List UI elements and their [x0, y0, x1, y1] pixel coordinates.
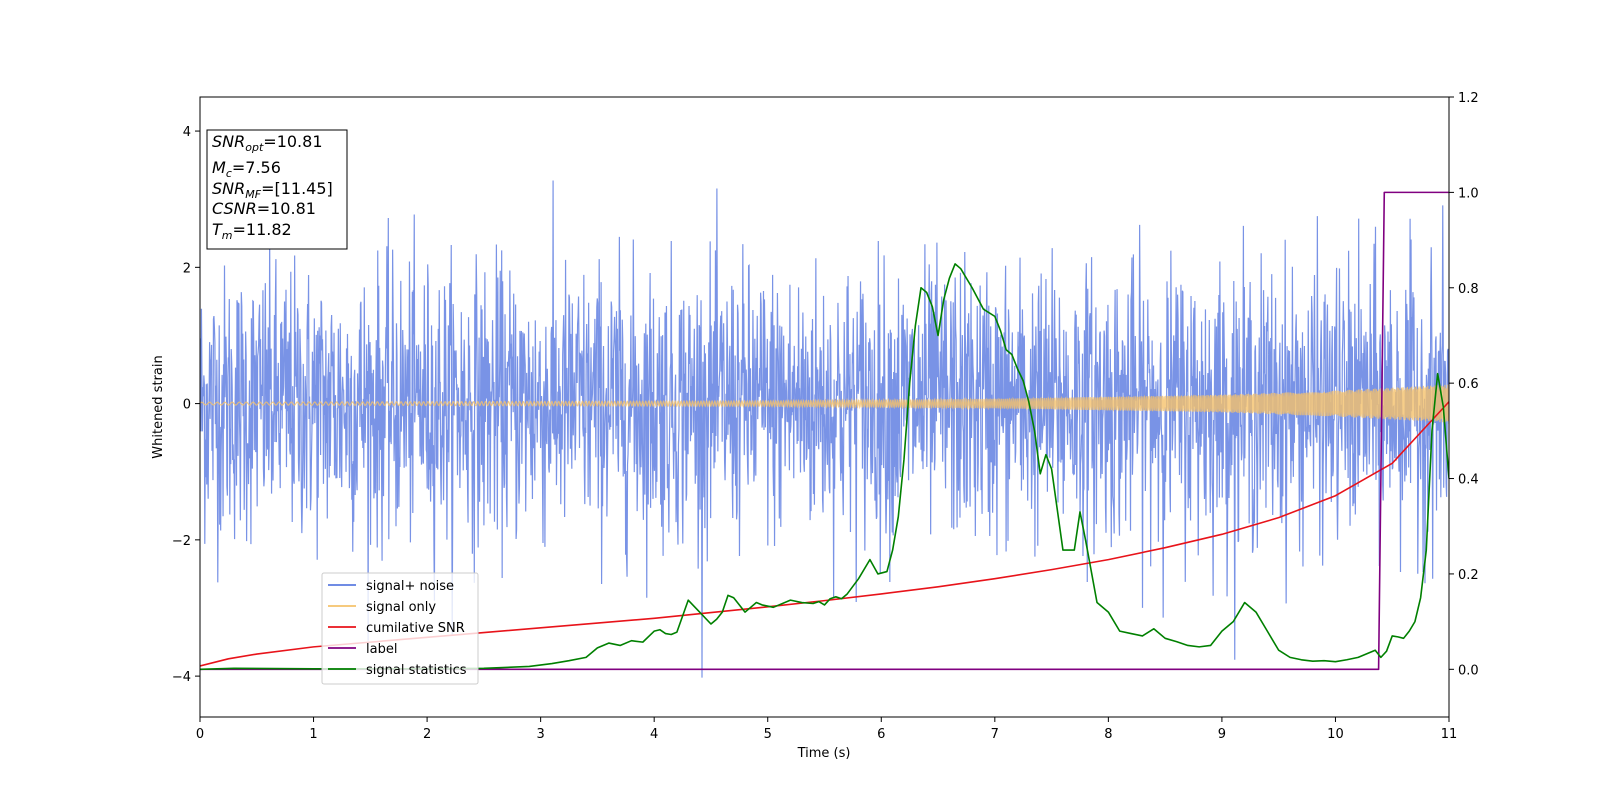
legend-item: signal+ noise [328, 579, 454, 594]
legend-item: signal only [328, 600, 436, 615]
y2-tick-label: 0.6 [1458, 377, 1479, 392]
x-axis-title: Time (s) [797, 746, 851, 761]
info-box-line: SNRopt=10.81 [212, 132, 323, 154]
y2-tick-label: 0.8 [1458, 282, 1479, 297]
x-tick-label: 9 [1218, 727, 1226, 742]
y2-tick-label: 1.2 [1458, 91, 1479, 106]
y2-tick-label: 0.0 [1458, 663, 1479, 678]
x-tick-label: 5 [764, 727, 772, 742]
y-tick-label: 0 [183, 398, 191, 413]
legend-item: cumilative SNR [328, 621, 465, 636]
legend-frame [321, 572, 479, 685]
x-axis-ticks: 0 1 2 3 4 5 6 7 8 9 10 11 [196, 717, 1457, 742]
x-tick-label: 7 [991, 727, 999, 742]
y-tick-label: −4 [172, 670, 191, 685]
signal-statistics-series [200, 263, 1449, 671]
plot-frame [199, 96, 1450, 718]
legend-label: signal statistics [366, 663, 467, 678]
legend-item: label [328, 642, 397, 657]
signal-statistics-line [200, 263, 1449, 671]
signal-only-line [200, 384, 1449, 423]
signal-only-series [200, 384, 1449, 423]
x-tick-label: 0 [196, 727, 204, 742]
y-axis-title: Whitened strain [151, 355, 166, 458]
legend-label: label [366, 642, 397, 657]
y-tick-label: −2 [172, 534, 191, 549]
info-box-line: CSNR=10.81 [212, 199, 316, 218]
y2-tick-label: 1.0 [1458, 186, 1479, 201]
x-tick-label: 10 [1327, 727, 1344, 742]
x-tick-label: 3 [536, 727, 544, 742]
legend-item: signal statistics [328, 663, 467, 678]
y2-tick-label: 0.2 [1458, 568, 1479, 583]
y-tick-label: 4 [183, 125, 191, 140]
info-box-line: SNRMF=[11.45] [212, 179, 333, 201]
x-tick-label: 11 [1441, 727, 1458, 742]
y2-tick-label: 0.4 [1458, 473, 1479, 488]
info-box-line: Mc=7.56 [212, 158, 281, 180]
info-box-frame [206, 129, 348, 250]
signal-noise-series [200, 180, 1449, 678]
y2-axis-ticks: 0.0 0.2 0.4 0.6 0.8 1.0 1.2 [1449, 91, 1479, 678]
x-tick-label: 1 [309, 727, 317, 742]
legend: signal+ noise signal only cumilative SNR la… [321, 572, 479, 685]
legend-label: cumilative SNR [366, 621, 465, 636]
legend-label: signal only [366, 600, 436, 615]
label-line [200, 191, 1449, 671]
y-tick-label: 2 [183, 261, 191, 276]
x-tick-label: 2 [423, 727, 431, 742]
x-tick-label: 4 [650, 727, 658, 742]
signal-noise-line [200, 180, 1449, 678]
info-box-line: Tm=11.82 [212, 220, 292, 242]
legend-label: signal+ noise [366, 579, 454, 594]
y-axis-ticks: −4 −2 0 2 4 [172, 125, 200, 685]
x-tick-label: 8 [1104, 727, 1112, 742]
info-box: SNRopt=10.81 Mc=7.56SNRMF=[11.45]CSNR=10.… [206, 129, 348, 250]
x-tick-label: 6 [877, 727, 885, 742]
label-series [200, 191, 1449, 671]
